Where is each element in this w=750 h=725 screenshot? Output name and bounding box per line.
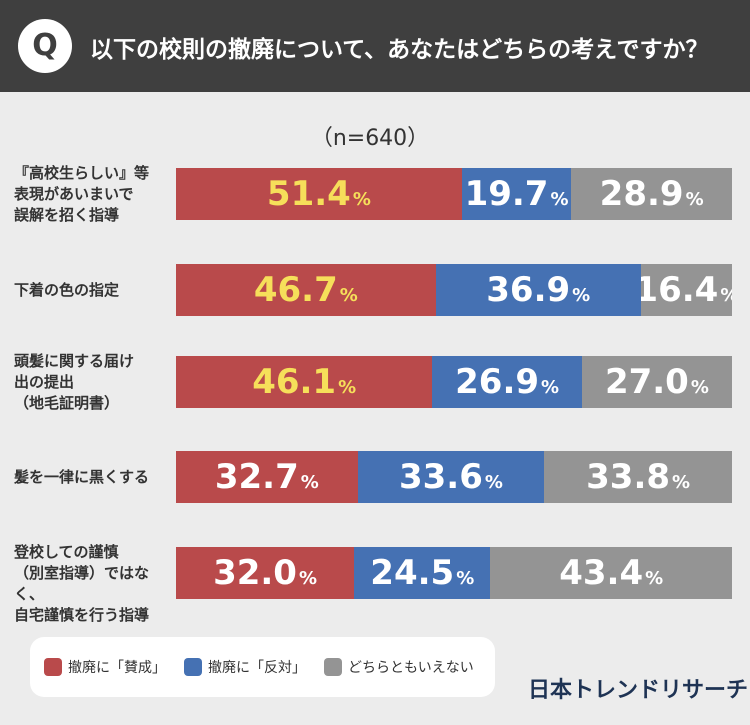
data-label-unit: % bbox=[685, 188, 704, 210]
row-label-line: 誤解を招く指導 bbox=[14, 205, 120, 224]
legend-swatch-neutral bbox=[324, 658, 342, 676]
row-label-line: 下着の色の指定 bbox=[14, 280, 120, 299]
data-label-value: 51.4 bbox=[266, 174, 351, 214]
data-label-unit: % bbox=[645, 567, 664, 589]
bar-row: 32.0% 24.5% 43.4% bbox=[176, 547, 732, 599]
legend-label-disagree: 撤廃に「反対」 bbox=[208, 660, 306, 676]
row-label-line: 『高校生らしい』等 bbox=[14, 163, 150, 182]
row-label-line: （別室指導）ではなく、 bbox=[14, 563, 150, 603]
data-label-value: 24.5 bbox=[370, 553, 455, 593]
sample-size-label: （n=640） bbox=[310, 126, 430, 151]
question-title: 以下の校則の撤廃について、あなたはどちらの考えですか？ bbox=[90, 37, 709, 63]
data-label-value: 27.0 bbox=[604, 362, 689, 402]
data-label-value: 26.9 bbox=[455, 362, 540, 402]
bar-segment-neutral: 43.4% bbox=[490, 547, 732, 599]
data-label-value: 19.7 bbox=[464, 174, 549, 214]
bar-segment-agree: 51.4% bbox=[176, 168, 462, 220]
data-label-unit: % bbox=[456, 567, 475, 589]
bar-segment-agree: 32.0% bbox=[176, 547, 355, 599]
legend-label-neutral: どちらともいえない bbox=[348, 660, 474, 676]
bar-segment-neutral: 27.0% bbox=[581, 356, 732, 408]
bar-segment-agree: 32.7% bbox=[176, 451, 358, 503]
brand-logo: 日本トレンドリサーチ bbox=[528, 678, 749, 703]
legend-item-disagree: 撤廃に「反対」 bbox=[184, 657, 306, 677]
bar-row: 46.1% 26.9% 27.0% bbox=[176, 356, 732, 408]
data-label-value: 28.9 bbox=[599, 174, 684, 214]
row-label-line: 表現があいまいで bbox=[14, 184, 134, 203]
legend: 撤廃に「賛成」 撤廃に「反対」 どちらともいえない bbox=[30, 637, 495, 697]
data-label-value: 32.7 bbox=[214, 457, 299, 497]
data-label-unit: % bbox=[690, 376, 709, 398]
row-label-line: 出の提出 bbox=[14, 372, 75, 391]
bar-row: 46.7%36.9%16.4% bbox=[176, 264, 732, 316]
row-label-line: 髪を一律に黒くする bbox=[14, 467, 150, 486]
bar-segment-disagree: 36.9% bbox=[435, 264, 641, 316]
data-label-value: 46.7 bbox=[253, 270, 338, 310]
legend-item-agree: 撤廃に「賛成」 bbox=[44, 657, 166, 677]
bar-segment-neutral: 16.4% bbox=[640, 264, 732, 316]
bar-segment-disagree: 26.9% bbox=[432, 356, 582, 408]
row-label: 頭髪に関する届け 出の提出 （地毛証明書） bbox=[14, 351, 172, 414]
legend-swatch-agree bbox=[44, 658, 62, 676]
bar-segment-neutral: 33.8% bbox=[544, 451, 732, 503]
row-label-line: 頭髪に関する届け bbox=[14, 351, 135, 370]
question-badge: Q bbox=[18, 19, 72, 73]
data-label-unit: % bbox=[572, 284, 591, 306]
row-label: 『高校生らしい』等 表現があいまいで 誤解を招く指導 bbox=[14, 163, 172, 226]
bar-segment-agree: 46.7% bbox=[176, 264, 436, 316]
legend-swatch-disagree bbox=[184, 658, 202, 676]
data-label-unit: % bbox=[550, 188, 569, 210]
row-label: 下着の色の指定 bbox=[14, 280, 172, 301]
data-label-unit: % bbox=[541, 376, 560, 398]
bar-segment-disagree: 24.5% bbox=[354, 547, 491, 599]
data-label-unit: % bbox=[339, 284, 358, 306]
row-label-line: 登校しての謹慎 bbox=[14, 542, 119, 561]
bar-row: 32.7% 33.6% 33.8% bbox=[176, 451, 732, 503]
data-label-unit: % bbox=[484, 471, 503, 493]
bar-segment-agree: 46.1% bbox=[176, 356, 433, 408]
header-banner: Q 以下の校則の撤廃について、あなたはどちらの考えですか？ bbox=[0, 0, 750, 92]
data-label-unit: % bbox=[720, 285, 732, 306]
data-label-unit: % bbox=[298, 567, 318, 589]
bar-segment-neutral: 28.9% bbox=[571, 168, 732, 220]
row-label-line: （地毛証明書） bbox=[14, 393, 120, 412]
data-label-value: 33.8 bbox=[586, 457, 671, 497]
data-label-unit: % bbox=[300, 471, 319, 493]
row-label: 髪を一律に黒くする bbox=[14, 467, 172, 488]
legend-label-agree: 撤廃に「賛成」 bbox=[68, 660, 166, 676]
row-label-line: 自宅謹慎を行う指導 bbox=[14, 605, 150, 624]
data-label-value: 43.4 bbox=[559, 553, 644, 593]
row-label: 登校しての謹慎 （別室指導）ではなく、自宅謹慎を行う指導 bbox=[14, 542, 172, 626]
bar-segment-disagree: 33.6% bbox=[357, 451, 545, 503]
data-label-unit: % bbox=[352, 188, 371, 210]
data-label-value: 16.4 bbox=[640, 270, 719, 310]
bar-row: 51.4% 19.7% 28.9% bbox=[176, 168, 732, 220]
legend-item-neutral: どちらともいえない bbox=[324, 657, 474, 677]
data-label-unit: % bbox=[672, 471, 691, 493]
data-label-value: 36.9 bbox=[486, 270, 571, 310]
bar-segment-disagree: 19.7% bbox=[461, 168, 572, 220]
data-label-unit: % bbox=[338, 376, 357, 398]
data-label-value: 46.1 bbox=[252, 362, 337, 402]
data-label-value: 33.6 bbox=[398, 457, 483, 497]
data-label-value: 32.0 bbox=[213, 553, 297, 593]
